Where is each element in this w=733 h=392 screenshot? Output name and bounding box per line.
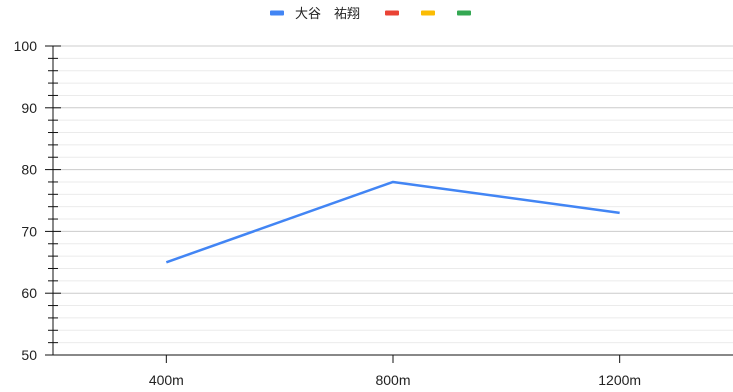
y-tick-label: 90: [21, 100, 37, 116]
series-line: [165, 180, 620, 264]
legend-swatch: [385, 10, 399, 16]
legend: 大谷 祐翔: [270, 7, 471, 22]
axes: [45, 45, 733, 363]
legend-label: 大谷 祐翔: [295, 7, 360, 22]
x-tick-label: 1200m: [598, 372, 641, 388]
y-tick-label: 60: [21, 285, 37, 301]
y-tick-label: 50: [21, 347, 37, 363]
y-tick-label: 80: [21, 162, 37, 178]
series-group: [165, 180, 620, 264]
gridlines: [53, 45, 733, 356]
x-tick-label: 400m: [149, 372, 184, 388]
legend-swatch: [457, 10, 471, 16]
tick-labels: 50 60 70 80 90 100 400m 800m 1200m: [14, 38, 641, 388]
y-tick-label: 70: [21, 223, 37, 239]
x-tick-label: 800m: [375, 372, 410, 388]
legend-swatch: [270, 10, 284, 16]
legend-swatch: [421, 10, 435, 16]
y-tick-label: 100: [14, 38, 38, 54]
